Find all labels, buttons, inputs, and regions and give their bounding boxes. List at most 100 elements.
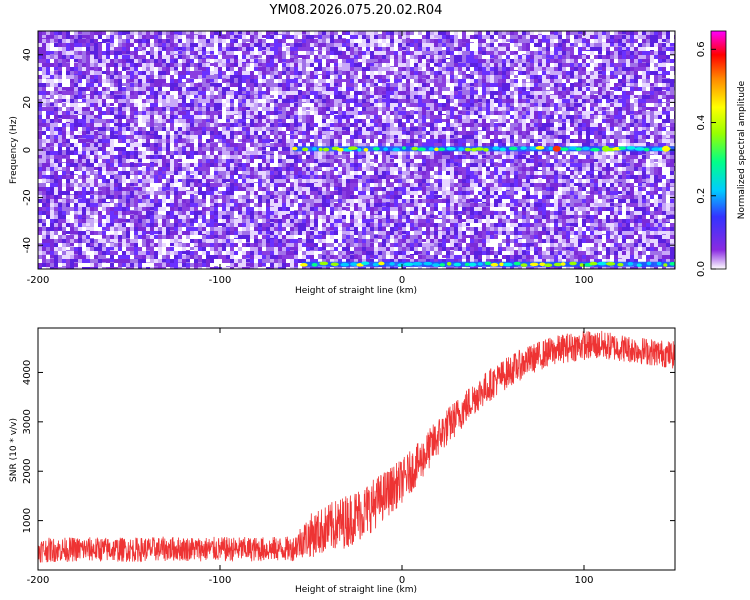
spectrogram-cell	[150, 43, 154, 47]
spectrogram-cell	[314, 59, 318, 62]
spectrogram-cell	[302, 203, 306, 210]
spectrogram-cell	[214, 155, 218, 159]
spectrogram-cell	[198, 147, 202, 154]
spectrogram-cell	[234, 95, 238, 102]
spectrogram-cell	[342, 215, 346, 219]
spectrogram-cell	[38, 255, 42, 261]
spectrogram-cell	[54, 175, 58, 178]
spectrogram-cell	[70, 243, 74, 246]
spectrogram-cell	[94, 203, 98, 210]
spectrogram-cell	[130, 111, 134, 118]
spectrogram-cell	[302, 223, 306, 230]
spectrogram-cell	[298, 243, 302, 250]
spectrogram-cell	[182, 255, 186, 259]
spectrogram-cell	[206, 119, 210, 122]
spectrogram-cell	[334, 35, 338, 40]
spectrogram-cell	[274, 195, 278, 198]
spectrogram-cell	[278, 223, 282, 229]
spectrogram-cell	[110, 239, 114, 242]
spectrogram-cell	[98, 231, 102, 236]
spectrogram-cell	[166, 175, 170, 178]
spectrogram-cell	[38, 127, 42, 130]
spectrogram-cell	[114, 111, 118, 114]
spectrogram-cell	[50, 239, 54, 246]
spectrogram-cell	[154, 215, 158, 222]
spectrogram-cell	[54, 195, 58, 201]
spectrogram-cell	[342, 175, 346, 179]
spectrogram-cell	[326, 143, 330, 148]
spectrogram-cell	[150, 247, 154, 251]
spectrogram-cell	[314, 47, 318, 50]
spectrogram-cell	[226, 215, 230, 220]
spectrogram-cell	[110, 31, 114, 36]
spectrogram-cell	[66, 239, 70, 245]
spectrogram-cell	[114, 267, 118, 269]
spectrogram-cell	[102, 223, 106, 228]
spectrogram-cell	[310, 31, 314, 37]
spectrogram-cell	[270, 155, 274, 162]
spectrogram-cell	[338, 55, 342, 61]
spectrogram-cell	[70, 231, 74, 234]
spectrogram-cell	[138, 211, 142, 215]
spectrogram-cell	[218, 103, 222, 110]
spectrogram-cell	[286, 107, 290, 111]
spectrogram-cell	[262, 35, 266, 38]
spectrogram-cell	[290, 43, 294, 50]
spectrogram-cell	[126, 235, 130, 238]
spectrogram-cell	[354, 139, 358, 144]
spectrogram-cell	[170, 219, 174, 223]
spectrogram-cell	[226, 263, 230, 266]
spectrogram-cell	[346, 43, 350, 46]
spectrogram-cell	[238, 199, 242, 206]
spectrogram-cell	[142, 235, 146, 240]
spectrogram-cell	[162, 39, 166, 45]
spectrogram-cell	[46, 267, 50, 269]
spectrogram-cell	[314, 99, 318, 102]
spectrogram-cell	[78, 135, 82, 138]
spectrogram-cell	[290, 175, 294, 182]
spectrogram-cell	[214, 159, 218, 164]
spectrogram-cell	[282, 227, 286, 231]
spectrogram-cell	[254, 51, 258, 55]
spectrogram-cell	[238, 187, 242, 193]
spectrogram-cell	[58, 143, 62, 147]
spectrogram-cell	[134, 163, 138, 168]
spectrogram-cell	[298, 151, 302, 154]
spectrogram-cell	[58, 107, 62, 113]
spectrogram-cell	[214, 263, 218, 266]
spectrogram-cell	[134, 147, 138, 150]
spectrogram-cell	[162, 191, 166, 198]
spectrogram-cell	[110, 207, 114, 213]
spectrogram-cell	[178, 247, 182, 254]
spectrogram-cell	[90, 35, 94, 41]
spectrogram-cell	[106, 219, 110, 224]
spectrogram-cell	[178, 195, 182, 201]
spectrogram-cell	[74, 99, 78, 105]
spectrogram-cell	[282, 207, 286, 210]
spectrogram-cell	[186, 31, 190, 34]
spectrogram-cell	[306, 175, 310, 180]
spectrogram-cell	[170, 131, 174, 138]
spectrogram-cell	[190, 115, 194, 119]
spectrogram-cell	[266, 39, 270, 43]
spectrogram-cell	[202, 131, 206, 136]
spectrogram-cell	[134, 211, 138, 217]
spectrogram-cell	[246, 235, 250, 241]
spectrogram-cell	[322, 215, 326, 219]
spectrogram-cell	[238, 99, 242, 104]
spectrogram-cell	[298, 143, 302, 148]
spectrogram-cell	[198, 35, 202, 41]
spectrogram-cell	[194, 247, 198, 254]
spectrogram-cell	[194, 155, 198, 160]
spectrogram-cell	[214, 183, 218, 187]
spectrogram-cell	[270, 107, 274, 111]
spectrogram-cell	[226, 235, 230, 242]
spectrogram-cell	[294, 107, 298, 113]
spectrogram-cell	[134, 143, 138, 147]
spectrogram-cell	[286, 263, 290, 269]
spectrogram-cell	[70, 207, 74, 213]
spectrogram-cell	[198, 163, 202, 168]
spectrogram-cell	[362, 135, 366, 141]
spectrogram-cell	[42, 91, 46, 96]
spectrogram-cell	[234, 219, 238, 223]
